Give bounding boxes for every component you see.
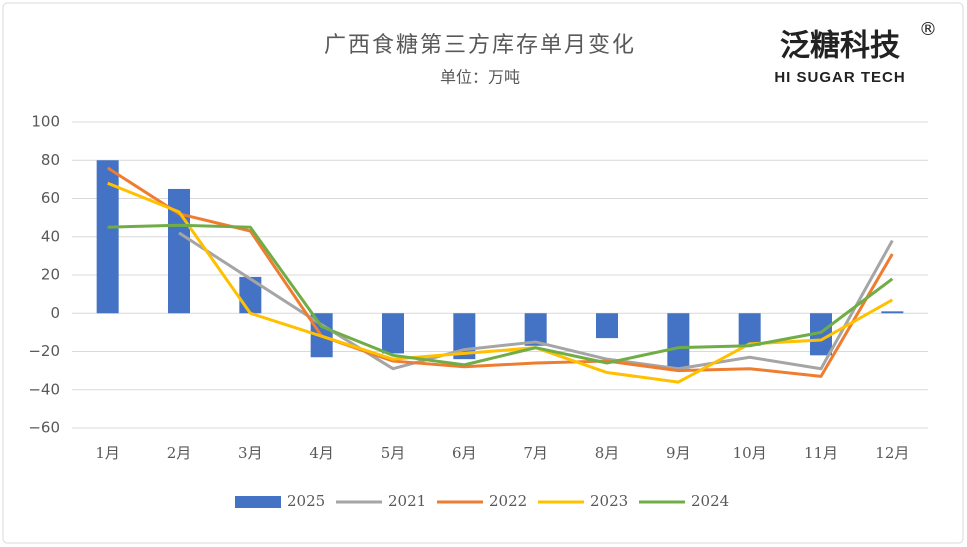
brand-english: HI SUGAR TECH <box>774 69 905 86</box>
x-tick-label: 2月 <box>167 444 192 462</box>
y-tick-label: −60 <box>28 419 60 437</box>
y-tick-label: 80 <box>41 151 60 169</box>
legend-label: 2021 <box>388 492 426 510</box>
x-tick-label: 11月 <box>804 444 838 462</box>
legend-label: 2024 <box>691 492 729 510</box>
bar <box>382 313 404 354</box>
x-tick-label: 1月 <box>95 444 120 462</box>
y-tick-label: 40 <box>41 227 60 245</box>
legend-label: 2022 <box>489 492 527 510</box>
y-tick-label: 20 <box>41 266 60 284</box>
bar <box>810 313 832 356</box>
y-tick-label: 60 <box>41 189 60 207</box>
x-tick-label: 10月 <box>733 444 767 462</box>
legend-swatch <box>235 496 281 508</box>
x-tick-label: 6月 <box>452 444 477 462</box>
y-tick-label: 100 <box>31 113 60 131</box>
legend-label: 2023 <box>590 492 628 510</box>
line <box>107 223 894 367</box>
bar <box>667 313 690 369</box>
x-tick-label: 12月 <box>875 444 909 462</box>
y-tick-label: −40 <box>28 380 60 398</box>
bar <box>738 313 761 346</box>
x-tick-label: 5月 <box>381 444 406 462</box>
x-tick-label: 8月 <box>595 444 620 462</box>
y-tick-label: −20 <box>28 342 60 360</box>
bar <box>524 313 547 346</box>
chart-subtitle: 单位：万吨 <box>440 68 520 87</box>
x-tick-label: 7月 <box>523 444 548 462</box>
x-tick-label: 9月 <box>666 444 691 462</box>
bar <box>96 160 119 314</box>
legend-label: 2025 <box>287 492 325 510</box>
y-tick-label: 0 <box>50 304 60 322</box>
chart-title: 广西食糖第三方库存单月变化 <box>324 33 636 58</box>
x-tick-label: 4月 <box>309 444 334 462</box>
line <box>178 231 894 371</box>
bar <box>881 311 904 314</box>
brand-name: 泛糖科技 <box>780 29 900 64</box>
bar <box>596 313 618 339</box>
brand-mark: ® <box>919 19 937 40</box>
x-tick-label: 3月 <box>238 444 263 462</box>
